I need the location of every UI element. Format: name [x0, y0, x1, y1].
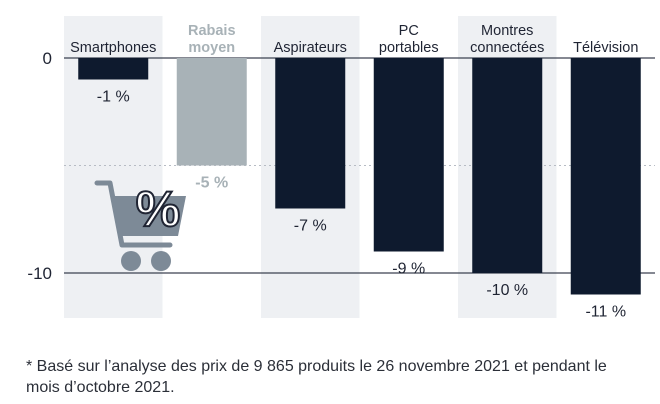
category-label: PC	[399, 23, 419, 39]
category-label: portables	[379, 40, 439, 56]
data-label: -5 %	[195, 175, 228, 192]
category-label: Montres	[481, 23, 533, 39]
data-label: -7 %	[294, 218, 327, 235]
category-label: connectées	[470, 40, 544, 56]
bar	[570, 58, 641, 295]
y-tick-label: -10	[27, 264, 52, 283]
bar	[373, 58, 444, 252]
y-tick-label: 0	[43, 49, 52, 68]
bar	[78, 58, 149, 80]
category-label: Télévision	[573, 40, 638, 56]
bar	[275, 58, 346, 209]
data-label: -10 %	[486, 282, 528, 299]
data-label: -11 %	[585, 304, 626, 321]
shopping-cart-percent-icon: %	[94, 180, 186, 271]
svg-text:%: %	[136, 181, 180, 237]
footnote: * Basé sur l’analyse des prix de 9 865 p…	[26, 358, 607, 396]
bar	[176, 58, 247, 166]
category-label: moyen	[188, 40, 235, 56]
category-label: Aspirateurs	[274, 40, 347, 56]
category-label: Smartphones	[70, 40, 156, 56]
bar	[472, 58, 543, 273]
data-label: -1 %	[97, 89, 130, 106]
data-label: -9 %	[392, 261, 425, 278]
category-label: Rabais	[188, 23, 236, 39]
